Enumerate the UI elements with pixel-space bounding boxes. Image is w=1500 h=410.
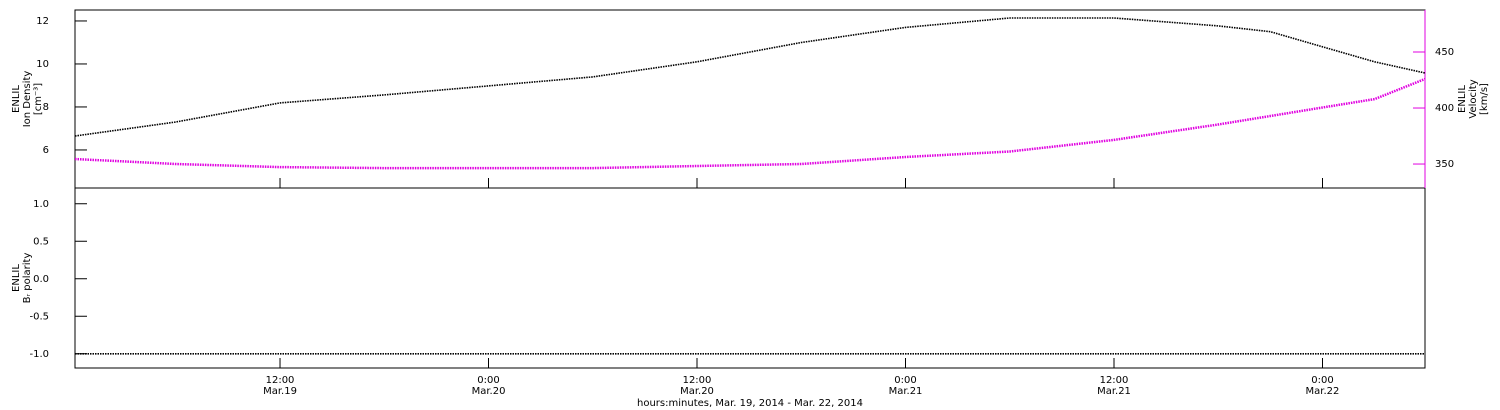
x-tick-date: Mar.21 xyxy=(1097,386,1131,397)
x-tick-date: Mar.20 xyxy=(472,386,506,397)
y-tick-label: 12 xyxy=(36,16,49,27)
y-tick-label: 0.0 xyxy=(33,274,49,285)
x-tick-label: 12:00 xyxy=(266,375,295,386)
y-axis-label: Ion Density xyxy=(22,71,33,128)
bottom-frame xyxy=(74,187,1426,369)
y-tick-label: 1.0 xyxy=(33,199,49,210)
x-tick-label: 12:00 xyxy=(683,375,712,386)
series-line xyxy=(74,77,1426,170)
y-tick-label: 0.5 xyxy=(33,236,49,247)
y-tick-label: 8 xyxy=(43,102,49,113)
y2-tick-label: 400 xyxy=(1435,103,1454,114)
x-tick-label: 0:00 xyxy=(477,375,499,386)
y-axis-label: [cm⁻³] xyxy=(33,83,44,115)
top-frame xyxy=(74,9,1426,189)
y-tick-label: -1.0 xyxy=(29,349,49,360)
series-line xyxy=(74,17,1426,137)
y2-axis-label: ENLIL xyxy=(1457,85,1468,113)
x-tick-label: 12:00 xyxy=(1100,375,1129,386)
x-tick-label: 0:00 xyxy=(1311,375,1333,386)
y-tick-label: 10 xyxy=(36,59,49,70)
y-axis-label: ENLIL xyxy=(11,85,22,113)
y2-axis-label: [km/s] xyxy=(1479,83,1490,115)
y2-tick-label: 350 xyxy=(1435,159,1454,170)
y-tick-label: -0.5 xyxy=(29,311,49,322)
y-tick-label: 6 xyxy=(43,145,49,156)
y2-axis-label: Velocity xyxy=(1468,79,1479,118)
y2-tick-label: 450 xyxy=(1435,47,1454,58)
y-axis-label: Bᵣ polarity xyxy=(22,253,33,304)
y-axis-label: ENLIL xyxy=(11,264,22,292)
x-tick-date: Mar.19 xyxy=(263,386,297,397)
x-tick-label: 0:00 xyxy=(894,375,916,386)
x-axis-label: hours:minutes, Mar. 19, 2014 - Mar. 22, … xyxy=(637,398,863,409)
x-tick-date: Mar.20 xyxy=(680,386,714,397)
x-tick-date: Mar.21 xyxy=(889,386,923,397)
x-tick-date: Mar.22 xyxy=(1306,386,1340,397)
